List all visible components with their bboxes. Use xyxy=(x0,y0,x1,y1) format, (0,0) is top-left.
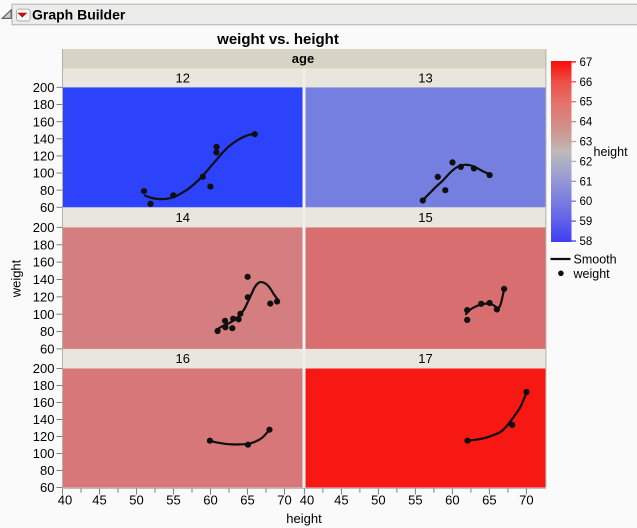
svg-text:60: 60 xyxy=(40,342,54,357)
svg-text:160: 160 xyxy=(33,395,55,410)
svg-text:weight: weight xyxy=(573,267,611,281)
svg-text:45: 45 xyxy=(334,493,348,508)
svg-text:40: 40 xyxy=(58,493,72,508)
svg-text:height: height xyxy=(594,145,629,159)
svg-text:120: 120 xyxy=(33,429,55,444)
svg-text:160: 160 xyxy=(33,255,55,270)
svg-text:70: 70 xyxy=(519,493,533,508)
svg-text:140: 140 xyxy=(33,272,55,287)
svg-text:55: 55 xyxy=(408,493,422,508)
svg-text:80: 80 xyxy=(40,463,54,478)
svg-text:Smooth: Smooth xyxy=(574,252,617,266)
svg-text:180: 180 xyxy=(33,378,55,393)
svg-text:weight: weight xyxy=(9,259,24,298)
svg-text:55: 55 xyxy=(166,493,180,508)
svg-text:200: 200 xyxy=(33,220,55,235)
svg-text:58: 58 xyxy=(580,236,593,248)
svg-text:100: 100 xyxy=(33,166,55,181)
svg-text:180: 180 xyxy=(33,97,55,112)
svg-text:80: 80 xyxy=(40,183,54,198)
svg-text:50: 50 xyxy=(129,493,143,508)
svg-text:140: 140 xyxy=(33,412,55,427)
svg-text:65: 65 xyxy=(580,97,593,109)
svg-text:63: 63 xyxy=(580,137,593,149)
svg-text:14: 14 xyxy=(176,210,190,225)
svg-text:120: 120 xyxy=(33,289,55,304)
svg-text:17: 17 xyxy=(418,351,432,366)
svg-text:100: 100 xyxy=(33,307,55,322)
svg-text:12: 12 xyxy=(176,71,190,86)
svg-text:67: 67 xyxy=(580,57,593,69)
svg-text:59: 59 xyxy=(580,216,593,228)
svg-text:120: 120 xyxy=(33,149,55,164)
svg-text:160: 160 xyxy=(33,114,55,129)
svg-text:60: 60 xyxy=(580,196,593,208)
svg-text:80: 80 xyxy=(40,324,54,339)
svg-text:64: 64 xyxy=(580,117,593,129)
svg-text:height: height xyxy=(286,511,322,526)
svg-text:13: 13 xyxy=(418,71,432,86)
svg-text:45: 45 xyxy=(92,493,106,508)
svg-text:60: 60 xyxy=(203,493,217,508)
svg-text:16: 16 xyxy=(176,351,190,366)
svg-text:65: 65 xyxy=(240,493,254,508)
svg-text:60: 60 xyxy=(40,200,54,215)
svg-text:62: 62 xyxy=(580,156,593,168)
svg-text:weight vs. height: weight vs. height xyxy=(216,31,339,48)
svg-text:60: 60 xyxy=(445,493,459,508)
svg-text:70: 70 xyxy=(277,493,291,508)
svg-text:140: 140 xyxy=(33,131,55,146)
svg-text:100: 100 xyxy=(33,446,55,461)
svg-text:50: 50 xyxy=(371,493,385,508)
svg-text:60: 60 xyxy=(40,480,54,495)
svg-text:61: 61 xyxy=(580,176,593,188)
svg-text:66: 66 xyxy=(580,77,593,89)
svg-text:15: 15 xyxy=(418,210,432,225)
svg-text:65: 65 xyxy=(482,493,496,508)
svg-text:180: 180 xyxy=(33,237,55,252)
svg-text:200: 200 xyxy=(33,361,55,376)
svg-text:40: 40 xyxy=(300,493,314,508)
svg-text:200: 200 xyxy=(33,80,55,95)
svg-text:age: age xyxy=(292,51,314,66)
svg-text:Graph Builder: Graph Builder xyxy=(32,6,126,22)
